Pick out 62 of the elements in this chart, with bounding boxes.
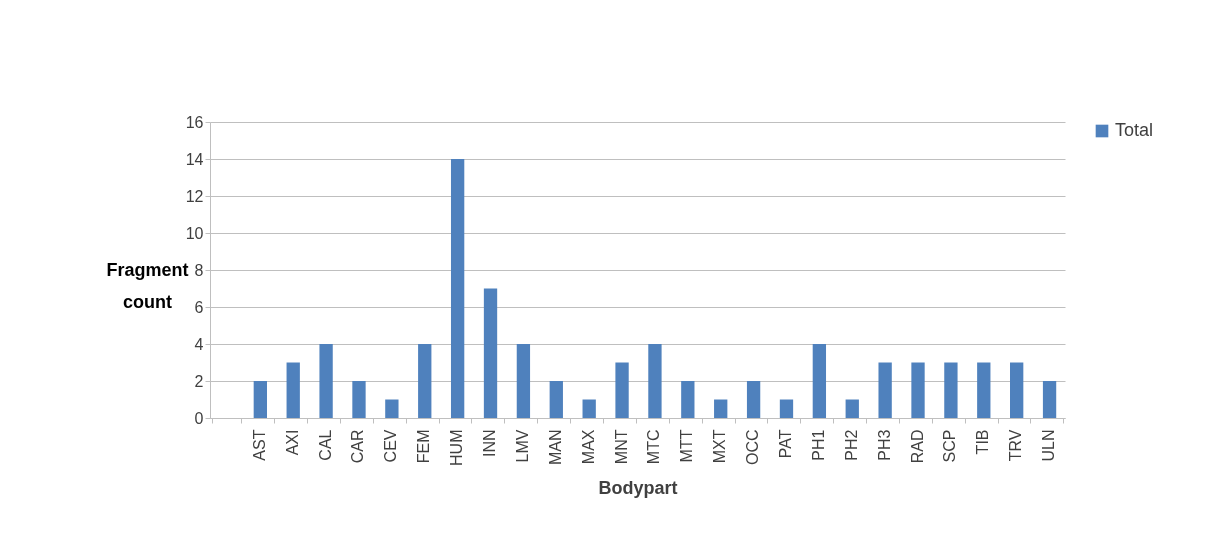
bar <box>352 381 366 418</box>
bar <box>615 362 629 418</box>
bar <box>253 381 267 418</box>
x-tick-label: SCP <box>941 429 959 463</box>
x-axis-title: Bodypart <box>598 477 678 498</box>
x-tick-label: FEM <box>415 429 433 464</box>
bar <box>483 288 498 418</box>
bar <box>418 344 432 418</box>
bar <box>812 344 827 418</box>
y-tick-label: 14 <box>185 150 204 168</box>
bar <box>648 344 662 418</box>
y-tick-label: 12 <box>185 187 204 205</box>
bar <box>878 362 892 418</box>
bar <box>1042 381 1057 418</box>
x-tick-label: MTT <box>678 429 696 463</box>
y-axis-title: Fragment count <box>106 259 189 312</box>
y-tick-label: 8 <box>194 261 204 279</box>
y-tick-label: 6 <box>194 298 204 316</box>
legend-label: Total <box>1115 120 1154 140</box>
bar <box>845 399 859 418</box>
bar <box>582 399 596 418</box>
bar <box>1010 362 1024 418</box>
x-tick-label: MAX <box>579 429 597 465</box>
bar <box>977 362 991 418</box>
bar <box>681 381 695 418</box>
bar <box>516 344 531 418</box>
x-tick-label: CAR <box>349 429 367 464</box>
bar <box>746 381 761 418</box>
x-tick-label: LMV <box>513 429 531 463</box>
x-tick-label: PAT <box>776 429 794 459</box>
x-tick-label: AST <box>250 429 268 461</box>
bar <box>450 159 465 418</box>
x-tick-label: TRV <box>1007 429 1025 462</box>
bar <box>779 399 794 418</box>
x-tick-label: MTC <box>645 429 663 465</box>
x-tick-label: AXI <box>283 429 301 456</box>
y-tick-label: 10 <box>185 224 204 242</box>
y-tick-label: 0 <box>194 409 204 427</box>
y-tick-label: 16 <box>185 113 204 131</box>
x-tick-label: RAD <box>908 429 926 464</box>
x-tick-label: ULN <box>1040 429 1058 462</box>
bar <box>319 344 333 418</box>
y-tick-label: 2 <box>194 372 204 390</box>
x-tick-label: MAN <box>546 429 564 466</box>
y-tick-label: 4 <box>194 335 204 353</box>
bar <box>944 362 958 418</box>
x-tick-label: PH2 <box>842 429 860 461</box>
x-tick-label: CAL <box>316 429 334 461</box>
x-tick-label: INN <box>481 429 499 458</box>
x-tick-label: CEV <box>382 429 400 463</box>
x-tick-label: MNT <box>612 429 630 465</box>
bar <box>911 362 925 418</box>
x-tick-label: TIB <box>974 429 992 455</box>
x-tick-label: PH3 <box>875 429 893 461</box>
bar <box>286 362 300 418</box>
x-tick-label: HUM <box>448 429 466 466</box>
x-tick-label: OCC <box>744 429 762 466</box>
x-tick-label: PH1 <box>809 429 827 461</box>
bar <box>714 399 728 418</box>
x-tick-label: MXT <box>711 429 729 464</box>
bar <box>385 399 399 418</box>
bar <box>549 381 563 418</box>
